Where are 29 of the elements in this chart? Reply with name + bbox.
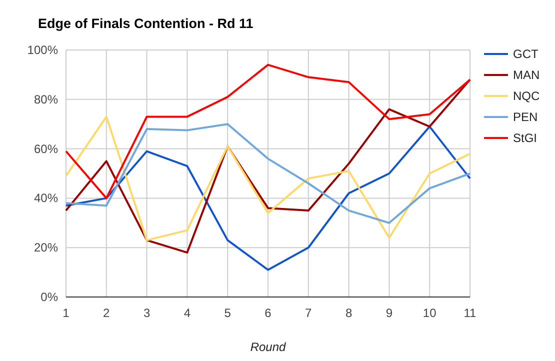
x-tick-label: 4 (184, 306, 191, 320)
x-tick-label: 7 (305, 306, 312, 320)
x-tick-label: 1 (62, 306, 70, 320)
y-tick-label: 80% (34, 92, 58, 106)
y-tick-label: 20% (34, 240, 58, 255)
x-tick-label: 2 (103, 306, 110, 320)
line-series (65, 64, 471, 200)
legend-label: PEN (513, 110, 538, 124)
line-series (65, 116, 471, 242)
y-tick-label: 0% (40, 290, 58, 304)
x-tick-label: 9 (386, 306, 393, 320)
x-tick-label: 5 (224, 306, 232, 320)
legend-label: GCT (513, 47, 539, 61)
y-tick-label: 100% (27, 43, 58, 57)
chart-title: Edge of Finals Contention - Rd 11 (38, 16, 254, 31)
x-tick-label: 8 (345, 306, 352, 320)
legend-label: StGI (513, 131, 538, 145)
legend-label: MAN (513, 68, 540, 82)
legend-label: NQC (513, 89, 540, 103)
y-tick-label: 60% (34, 142, 58, 156)
x-tick-label: 10 (422, 306, 437, 320)
y-tick-label: 40% (34, 191, 58, 206)
x-tick-label: 6 (264, 306, 272, 320)
line-series (65, 126, 471, 271)
line-series (65, 78, 471, 254)
x-axis-title: Round (250, 340, 286, 354)
x-tick-label: 3 (143, 306, 150, 320)
line-series (65, 123, 471, 224)
x-tick-label: 11 (464, 306, 477, 320)
